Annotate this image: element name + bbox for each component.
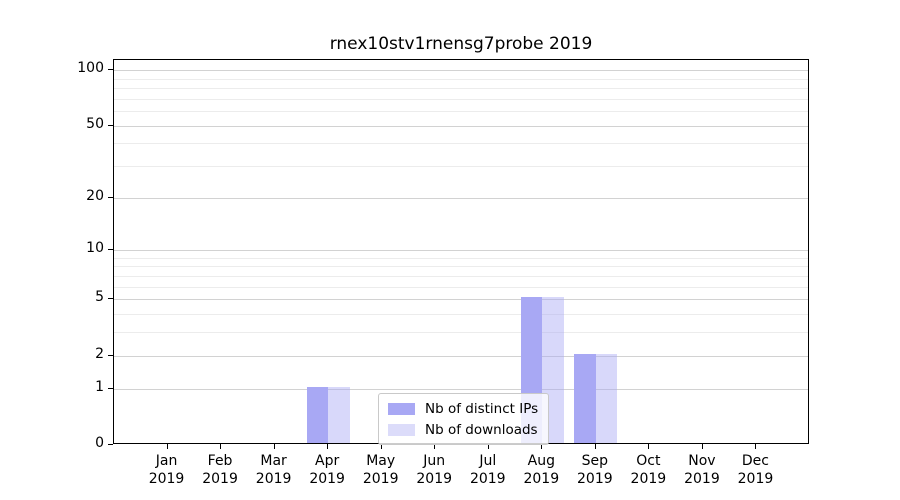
chart-title: rnex10stv1rnensg7probe 2019 (329, 34, 593, 54)
gridline-minor (114, 266, 808, 268)
gridline-minor (114, 286, 808, 288)
legend: Nb of distinct IPs Nb of downloads (378, 393, 550, 445)
bar-downloads-sep (595, 353, 618, 443)
y-tick-label: 20 (86, 187, 104, 204)
gridline-minor (114, 276, 808, 278)
x-tick-label: Oct 2019 (614, 452, 682, 488)
y-tick (108, 298, 113, 300)
x-tick-label: May 2019 (347, 452, 415, 488)
y-tick (108, 69, 113, 71)
x-tick-year: 2019 (630, 471, 667, 487)
gridline-minor (114, 78, 808, 80)
x-tick (380, 444, 382, 449)
bar-distinct-ips-sep (574, 353, 596, 443)
x-tick (594, 444, 596, 449)
x-tick (434, 444, 436, 449)
gridline-minor (114, 314, 808, 316)
y-tick-label: 5 (95, 289, 104, 306)
y-tick-label: 10 (86, 240, 104, 257)
x-tick-label: Jan 2019 (133, 452, 201, 488)
y-tick-label: 0 (95, 435, 104, 451)
gridline-major (114, 197, 808, 199)
gridline-minor (114, 111, 808, 113)
x-tick (166, 444, 168, 449)
gridline-minor (114, 257, 808, 259)
gridline-minor (114, 143, 808, 145)
x-tick-year: 2019 (362, 471, 399, 487)
gridline-minor (114, 332, 808, 334)
gridline-minor (114, 166, 808, 168)
x-tick-year: 2019 (255, 471, 292, 487)
x-tick (541, 444, 543, 449)
x-tick-year: 2019 (309, 471, 345, 487)
y-tick (108, 249, 113, 251)
y-tick-label: 2 (95, 345, 104, 362)
legend-swatch-distinct-ips (388, 402, 415, 415)
x-tick-label: Nov 2019 (668, 452, 736, 488)
x-tick (648, 444, 650, 449)
x-tick-year: 2019 (684, 471, 720, 487)
y-tick (108, 354, 113, 356)
legend-item-downloads: Nb of downloads (388, 419, 538, 440)
x-tick (327, 444, 329, 449)
x-tick-label: Feb 2019 (186, 452, 254, 488)
x-tick-year: 2019 (523, 471, 560, 487)
gridline-minor (114, 87, 808, 89)
y-tick-label: 100 (77, 60, 104, 77)
y-tick-label: 1 (95, 378, 104, 395)
y-tick (108, 124, 113, 126)
legend-label-distinct-ips: Nb of distinct IPs (425, 400, 539, 417)
x-tick-label: Mar 2019 (240, 452, 308, 488)
x-tick-year: 2019 (737, 471, 774, 487)
x-tick-label: Dec 2019 (721, 452, 789, 488)
gridline-major (114, 125, 808, 127)
x-tick-year: 2019 (148, 471, 185, 487)
x-tick-year: 2019 (416, 471, 453, 487)
x-tick-label: Apr 2019 (293, 452, 361, 488)
bar-downloads-apr (328, 386, 350, 443)
y-tick (108, 196, 113, 198)
gridline-major (114, 388, 808, 390)
gridline-major (114, 70, 808, 72)
legend-swatch-downloads (388, 423, 415, 436)
x-tick-label: Sep 2019 (561, 452, 629, 488)
x-tick (220, 444, 222, 449)
y-tick-label: 50 (86, 115, 104, 132)
legend-label-downloads: Nb of downloads (425, 421, 538, 438)
y-tick (108, 444, 113, 445)
x-tick (487, 444, 489, 449)
gridline-major (114, 299, 808, 301)
gridline-major (114, 355, 808, 357)
gridline-major (114, 250, 808, 252)
bar-distinct-ips-apr (306, 386, 329, 443)
x-tick-year: 2019 (469, 471, 506, 487)
x-tick-year: 2019 (202, 471, 238, 487)
gridline-minor (114, 98, 808, 100)
x-tick (755, 444, 757, 449)
x-tick-label: Jun 2019 (400, 452, 468, 488)
x-tick (701, 444, 703, 449)
x-tick (273, 444, 275, 449)
legend-item-distinct-ips: Nb of distinct IPs (388, 398, 538, 419)
plot-area (113, 59, 809, 444)
x-tick-label: Jul 2019 (454, 452, 522, 488)
y-tick (108, 387, 113, 389)
x-tick-year: 2019 (577, 471, 613, 487)
x-tick-label: Aug 2019 (507, 452, 575, 488)
